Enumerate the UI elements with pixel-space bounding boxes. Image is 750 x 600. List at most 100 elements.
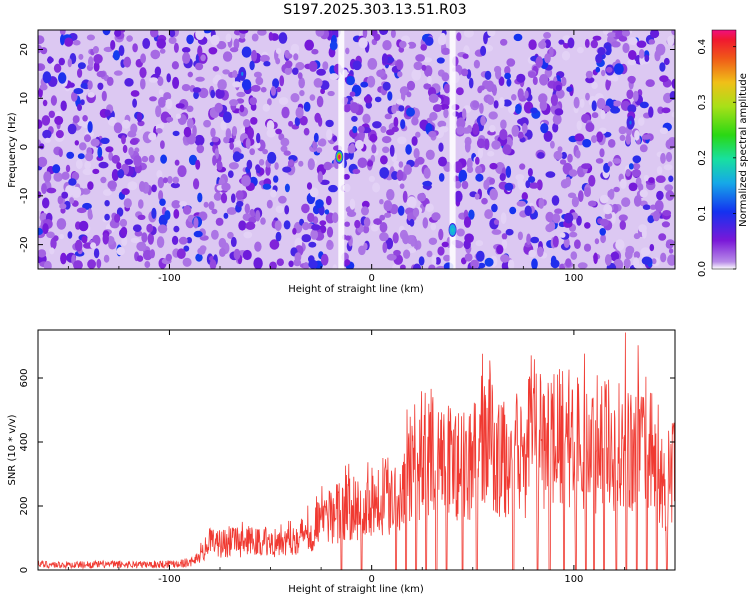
- heatmap-cell: [159, 48, 166, 54]
- heatmap-cell: [496, 244, 504, 255]
- spectrogram-y-tick-label: -10: [19, 188, 30, 204]
- heatmap-cell: [141, 232, 148, 243]
- heatmap-cell: [491, 140, 501, 150]
- heatmap-cell: [423, 83, 432, 90]
- heatmap-cell: [328, 184, 338, 193]
- heatmap-cell: [406, 91, 412, 98]
- heatmap-cell: [561, 50, 571, 61]
- heatmap-cell: [42, 197, 50, 209]
- heatmap-cell: [408, 247, 417, 253]
- heatmap-cell: [590, 39, 598, 49]
- heatmap-cell: [329, 41, 338, 51]
- heatmap-cell: [493, 100, 499, 109]
- heatmap-cell: [106, 76, 114, 86]
- heatmap-cell: [232, 70, 238, 78]
- heatmap-cell: [600, 109, 606, 120]
- heatmap-cell: [220, 192, 228, 204]
- heatmap-cell: [326, 226, 334, 238]
- heatmap-cell: [100, 137, 110, 144]
- heatmap-cell: [502, 99, 512, 107]
- heatmap-cell: [495, 68, 502, 80]
- heatmap-cell: [644, 54, 650, 62]
- heatmap-cell: [544, 53, 551, 64]
- heatmap-cell: [92, 168, 100, 175]
- heatmap-cell: [148, 154, 155, 164]
- heatmap-cell: [122, 144, 128, 154]
- heatmap-cell: [301, 203, 310, 214]
- heatmap-cell: [314, 112, 322, 123]
- heatmap-cell: [79, 142, 87, 151]
- heatmap-cell: [106, 188, 112, 195]
- heatmap-peak: [338, 154, 341, 159]
- heatmap-cell: [582, 138, 592, 148]
- heatmap-cell: [72, 115, 80, 124]
- heatmap-cell: [319, 220, 327, 226]
- heatmap-cell: [427, 75, 432, 85]
- heatmap-cell: [318, 138, 327, 147]
- heatmap-cell: [219, 247, 226, 257]
- heatmap-cell: [181, 47, 191, 53]
- heatmap-cell: [97, 82, 104, 91]
- heatmap-cell: [352, 60, 362, 71]
- heatmap-cell: [255, 164, 261, 172]
- heatmap-cell: [545, 171, 556, 178]
- heatmap-cell: [621, 30, 631, 37]
- heatmap-cell: [669, 91, 675, 100]
- heatmap-cell: [84, 160, 91, 170]
- heatmap-cell: [114, 213, 121, 223]
- heatmap-cell: [422, 57, 433, 63]
- heatmap-cell: [641, 227, 647, 239]
- heatmap-cell: [485, 80, 495, 92]
- heatmap-cell: [628, 182, 638, 192]
- heatmap-cell: [391, 104, 397, 114]
- heatmap-cell: [44, 137, 51, 143]
- heatmap-cell: [195, 76, 205, 82]
- heatmap-cell: [668, 175, 674, 183]
- heatmap-cell: [327, 239, 333, 247]
- heatmap-cell: [500, 212, 507, 224]
- heatmap-cell: [628, 163, 634, 170]
- spectrogram-y-tick-label: 10: [19, 92, 30, 105]
- heatmap-cell: [315, 199, 324, 209]
- heatmap-cell: [476, 250, 485, 262]
- heatmap-cell: [290, 43, 300, 53]
- heatmap-cell: [165, 253, 172, 262]
- heatmap-cell: [155, 105, 162, 118]
- heatmap-cell: [255, 76, 264, 86]
- heatmap-cell: [58, 148, 63, 158]
- snr-series-line: [38, 332, 675, 570]
- heatmap-cell: [581, 163, 591, 170]
- heatmap-cell: [659, 127, 669, 135]
- heatmap-cell: [628, 37, 638, 45]
- heatmap-cell: [58, 57, 65, 66]
- heatmap-cell: [661, 221, 671, 228]
- heatmap-cell: [538, 197, 545, 209]
- heatmap-cell: [195, 62, 204, 71]
- heatmap-cell: [604, 254, 612, 266]
- heatmap-cell: [540, 123, 549, 134]
- heatmap-cell: [463, 30, 474, 38]
- heatmap-cell: [182, 52, 191, 64]
- heatmap-cell: [409, 218, 415, 227]
- heatmap-cell: [138, 199, 144, 209]
- heatmap-cell: [104, 213, 110, 221]
- heatmap-cell: [661, 107, 671, 114]
- heatmap-cell: [505, 228, 514, 236]
- heatmap-cell: [82, 168, 93, 176]
- heatmap-cell: [149, 96, 157, 102]
- heatmap-cell: [97, 146, 103, 158]
- heatmap-cell: [665, 139, 675, 150]
- heatmap-cell: [42, 223, 49, 235]
- spectrogram-y-label: Frequency (Hz): [7, 112, 18, 188]
- heatmap-cell: [379, 214, 386, 221]
- heatmap-cell: [607, 139, 616, 148]
- heatmap-cell: [456, 87, 464, 96]
- heatmap-cell: [595, 66, 601, 73]
- heatmap-cell: [182, 205, 192, 215]
- heatmap-cell: [430, 223, 437, 231]
- heatmap-cell: [74, 239, 83, 252]
- heatmap-cell: [130, 90, 140, 97]
- spectrogram-frame: [37, 29, 676, 270]
- heatmap-cell: [361, 200, 370, 208]
- heatmap-cell: [83, 242, 93, 249]
